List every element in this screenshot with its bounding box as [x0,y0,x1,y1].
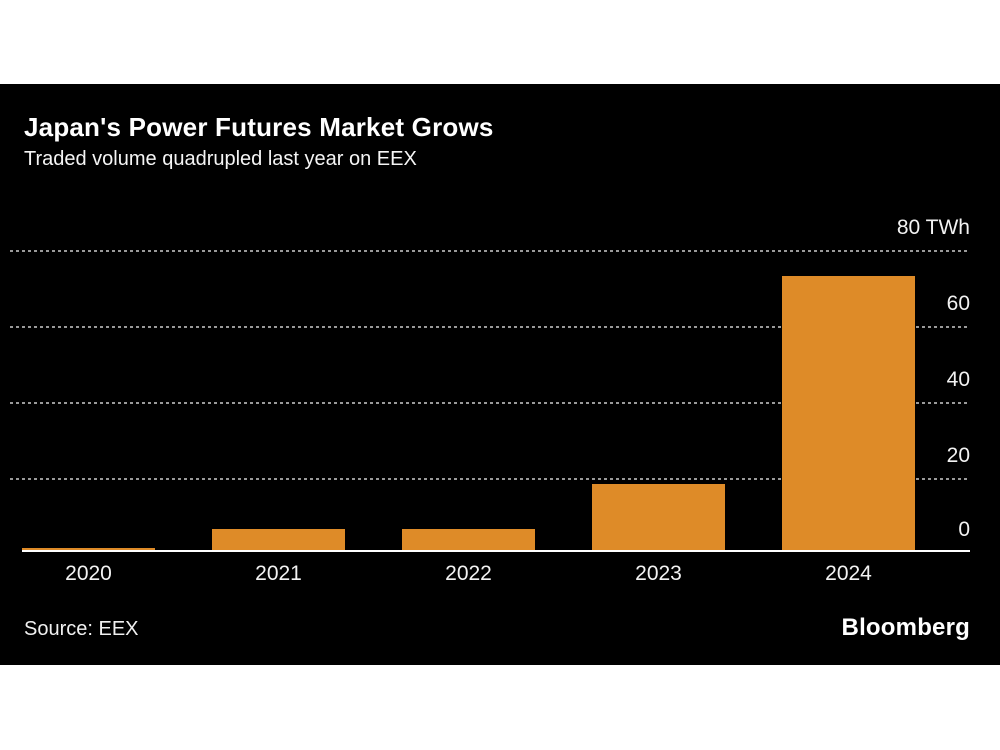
gridline-20 [10,478,970,480]
x-tick-label-2024: 2024 [825,562,872,585]
bloomberg-logo: Bloomberg [841,614,970,641]
bar-2024 [782,276,915,552]
chart-panel: Japan's Power Futures Market Grows Trade… [0,84,1000,665]
x-tick-label-2021: 2021 [255,562,302,585]
source-note: Source: EEX [24,618,139,640]
gridline-60 [10,326,970,328]
chart-subtitle: Traded volume quadrupled last year on EE… [24,148,417,170]
y-tick-label-60: 60 [946,292,970,315]
gridline-80 [10,250,970,252]
x-tick-label-2022: 2022 [445,562,492,585]
bar-2021 [212,529,345,552]
x-tick-label-2023: 2023 [635,562,682,585]
x-tick-label-2020: 2020 [65,562,112,585]
bar-2023 [592,484,725,552]
y-tick-label-80: 80 TWh [896,216,970,239]
chart-title: Japan's Power Futures Market Grows [24,112,494,142]
gridline-40 [10,402,970,404]
y-tick-label-40: 40 [946,368,970,391]
bar-2022 [402,529,535,552]
y-tick-label-0: 0 [958,518,970,541]
x-axis-baseline [22,550,970,552]
y-tick-label-20: 20 [946,444,970,467]
